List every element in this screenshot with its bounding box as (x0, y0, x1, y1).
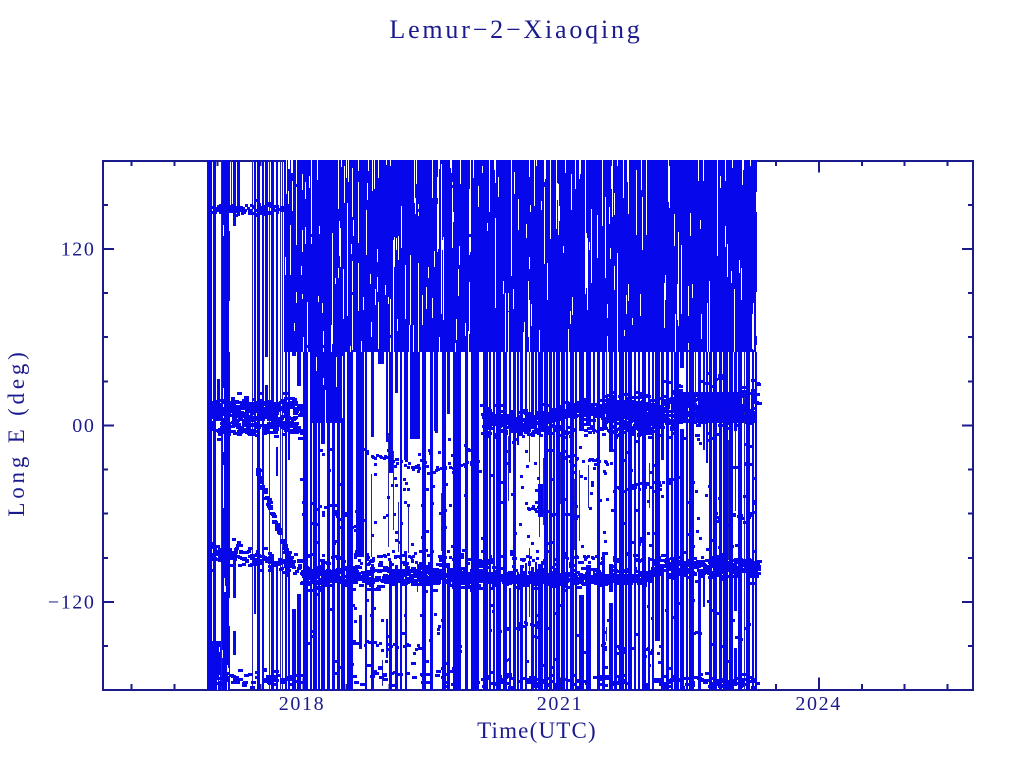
svg-text:2024: 2024 (795, 693, 841, 715)
svg-text:00: 00 (72, 415, 95, 437)
svg-text:2021: 2021 (537, 693, 583, 715)
svg-text:2018: 2018 (279, 693, 325, 715)
svg-text:Time(UTC): Time(UTC) (477, 718, 597, 743)
svg-text:Long E (deg): Long E (deg) (4, 348, 29, 516)
svg-text:−120: −120 (48, 591, 96, 613)
svg-text:120: 120 (61, 238, 96, 260)
svg-text:Lemur−2−Xiaoqing: Lemur−2−Xiaoqing (389, 15, 642, 44)
